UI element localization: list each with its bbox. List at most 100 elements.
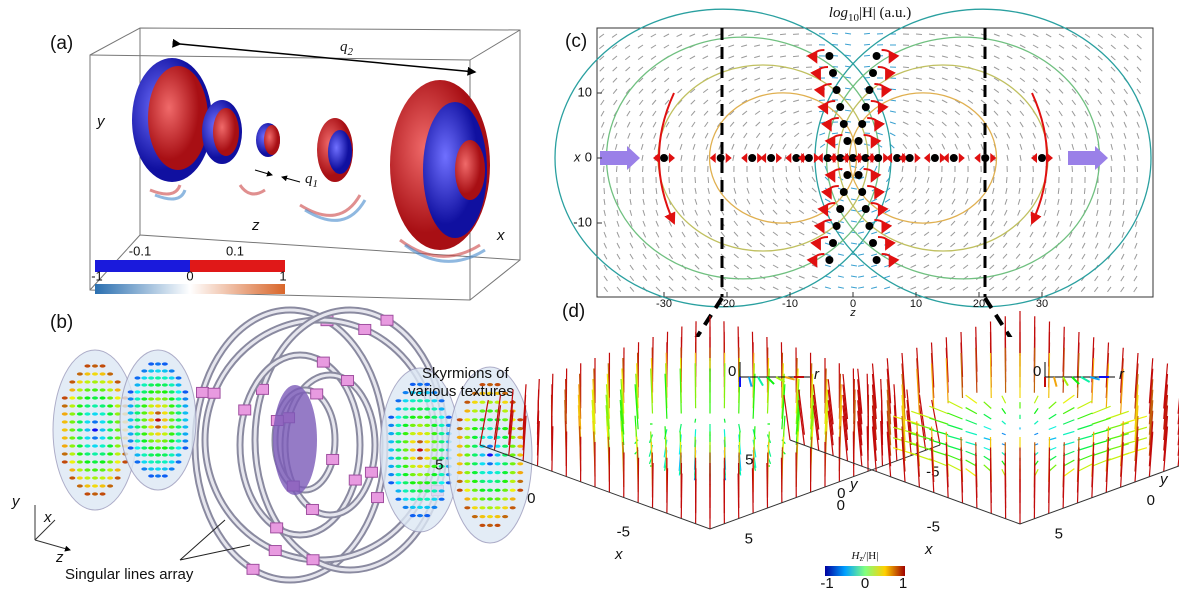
inset-origin: 0 (1033, 363, 1041, 380)
spin (472, 401, 478, 404)
spin (487, 489, 493, 492)
spin (464, 471, 470, 474)
spin (417, 498, 423, 501)
spin (77, 444, 83, 447)
spin (169, 383, 175, 386)
spin (155, 390, 161, 393)
spin (148, 369, 154, 372)
spin (115, 452, 121, 455)
spin (134, 418, 140, 421)
spin (487, 497, 493, 500)
spin (487, 418, 493, 421)
spin (100, 412, 106, 415)
spin (410, 514, 416, 517)
spin (107, 404, 113, 407)
spin (487, 462, 493, 465)
spin (403, 481, 409, 484)
spin (457, 436, 463, 439)
spin (182, 425, 188, 428)
spin (395, 465, 401, 468)
field-arrow (832, 33, 838, 34)
y-tick-label: 5 (1055, 525, 1063, 542)
panel-c: (c) log10|H| (a.u.) x z 100-10-30-20-100… (555, 5, 1153, 318)
spin (510, 462, 516, 465)
spin (100, 444, 106, 447)
spin (148, 404, 154, 407)
spin (141, 383, 147, 386)
spin (162, 453, 168, 456)
spin (495, 524, 501, 527)
spin (84, 460, 90, 463)
node (840, 188, 848, 196)
colorbar-tick: -0.1 (129, 243, 151, 258)
field-arrow (780, 34, 786, 35)
core (273, 385, 317, 495)
spin (107, 460, 113, 463)
spin (77, 420, 83, 423)
spin (510, 471, 516, 474)
vector (1049, 469, 1050, 514)
spin (128, 418, 134, 421)
spin (134, 390, 140, 393)
panel-b: (b) Skyrmions ofvarious textures Singula… (11, 310, 532, 583)
x-tick-label: 10 (910, 298, 922, 310)
vector (738, 474, 739, 519)
panel-label: (b) (50, 312, 73, 333)
spin (472, 497, 478, 500)
spin (479, 462, 485, 465)
spin (403, 407, 409, 410)
spin (176, 411, 182, 414)
axis-label: y (96, 113, 106, 130)
spin (431, 481, 437, 484)
vector (767, 463, 768, 508)
spin (464, 480, 470, 483)
spin (169, 425, 175, 428)
panel-label: (c) (565, 31, 587, 52)
figure: q2 q1 y z x (a) -0.1 0.1 -1 0 1 (b) Skyr… (0, 0, 1179, 595)
spin (464, 409, 470, 412)
spin (495, 515, 501, 518)
spin (487, 445, 493, 448)
spin (155, 453, 161, 456)
spin (403, 432, 409, 435)
spin (439, 489, 445, 492)
spin (417, 489, 423, 492)
spin (510, 445, 516, 448)
spin (62, 436, 68, 439)
spin (182, 411, 188, 414)
spin (69, 452, 75, 455)
spin (128, 397, 134, 400)
spin (388, 432, 394, 435)
axis-label: x (614, 546, 623, 563)
spin (182, 418, 188, 421)
spin (100, 452, 106, 455)
spin (155, 397, 161, 400)
spin (69, 460, 75, 463)
spin (128, 390, 134, 393)
spin (479, 524, 485, 527)
spin (92, 396, 98, 399)
spin (182, 439, 188, 442)
spin (92, 492, 98, 495)
ring-arrow (365, 467, 377, 477)
spin (395, 498, 401, 501)
spin (134, 376, 140, 379)
field-arrow (1124, 166, 1125, 172)
spin (424, 514, 430, 517)
spin (431, 489, 437, 492)
field-arrow (1137, 166, 1138, 172)
spin (388, 416, 394, 419)
spin (115, 444, 121, 447)
spin (134, 411, 140, 414)
spin (517, 480, 523, 483)
spin (431, 416, 437, 419)
spin (176, 397, 182, 400)
spin (410, 506, 416, 509)
spin (169, 418, 175, 421)
spin (92, 428, 98, 431)
field-arrow (616, 166, 617, 172)
spin (155, 474, 161, 477)
spin (141, 397, 147, 400)
vector (752, 468, 753, 513)
ring-arrow (306, 504, 318, 514)
